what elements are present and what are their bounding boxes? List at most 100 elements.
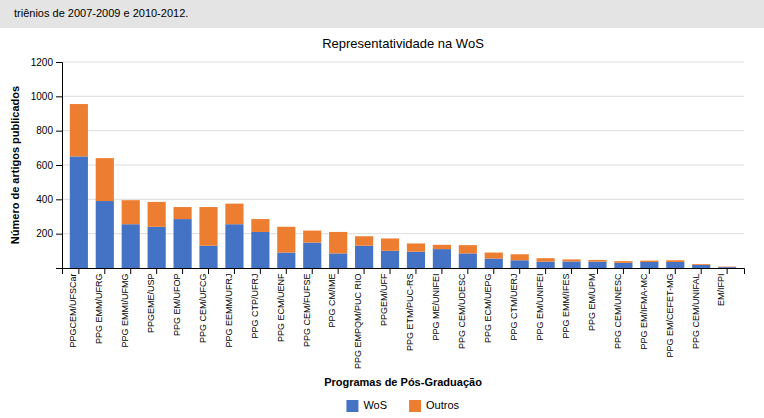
tick-mark [415,268,416,274]
tick: PPG CEM/UDESC [457,268,468,349]
tick-label: PPGEME/USP [146,273,156,333]
tick-label: PPG EM/IFMA-MC [639,273,649,349]
tick: EM/IFPI [716,268,727,306]
tick-label: PPG EMMI/UFMG [120,273,130,347]
bar [537,262,555,268]
tick: PPG EMM/IFES [561,268,572,338]
tick-mark [286,268,287,274]
tick-mark [260,268,261,274]
bar [407,252,425,268]
bar [96,201,114,268]
tick: PPG EEMM/UFRJ [224,268,235,347]
tick-label: PPG EEMM/UFRJ [224,273,234,347]
tick-label: PPG EM/UFOP [172,273,182,336]
bar [692,265,710,268]
tick-label: PPG CM/IME [327,273,337,327]
tick: 1000 [31,91,62,102]
tick-label: PPG EMM/IFES [561,273,571,338]
bar [433,249,451,268]
bar [174,207,192,219]
tick-label: PPG ETM/PUC-RS [405,273,415,351]
bar [640,261,658,262]
tick: PPG EM/IFMA-MC [639,268,650,349]
tick-mark [545,268,546,274]
tick-mark [519,268,520,274]
bar [303,243,321,268]
bar [225,224,243,268]
tick-label: PPG CEM/UDESC [457,273,467,349]
bar [70,104,88,156]
plot: 20040060080010001200PPGCEM/UFSCarPPG EMM… [31,57,745,369]
tick-mark [130,268,131,274]
bar [407,243,425,251]
chart: triênios de 2007-2009 e 2010-2012.Repres… [0,0,764,418]
tick: PPG EMPQM/PUC RIO [353,268,364,369]
tick-mark [234,268,235,274]
bar [148,202,166,227]
bar [122,200,140,224]
legend-item: Outros [409,399,460,412]
bar [355,246,373,268]
tick-mark [675,268,676,274]
bar [718,266,736,268]
tick-label: PPG CEM/FUFSE [302,273,312,347]
tick-label: PPG CTP/UFRJ [250,273,260,338]
legend-swatch [409,400,421,412]
bar [199,246,217,268]
tick: 600 [36,160,62,171]
x-axis-title: Programas de Pós-Graduação [324,376,482,388]
tick-mark [649,268,650,274]
tick: PPG EM/UNIFEI [535,268,546,340]
y-axis-title: Número de artigos publicados [9,86,21,244]
tick-mark [597,268,598,274]
tick: PPG CEM/FUFSE [302,268,313,347]
tick-label: PPG CTM/UERJ [509,273,519,340]
bar [148,227,166,268]
tick: PPG EM/UPM [587,268,598,331]
tick-label: PPG ECM/UENF [276,273,286,342]
bar [277,227,295,253]
bar [329,253,347,268]
tick-mark [493,268,494,274]
tick-label: PPG EM/CEFET-MG [665,273,675,357]
bar [459,245,477,253]
tick-mark [441,268,442,274]
legend: WoS Outros [346,399,459,412]
tick-mark [571,268,572,274]
subtitle: triênios de 2007-2009 e 2010-2012. [14,7,188,19]
series [70,156,736,268]
tick-label: PPG EMPQM/PUC RIO [353,273,363,369]
bar [537,258,555,261]
legend-item: WoS [346,399,387,412]
tick: PPG ME/UNIFEI [431,268,442,340]
bar [96,158,114,201]
bar [588,260,606,262]
bar [718,267,736,268]
tick-label: PPG EM/UPM [587,273,597,331]
header-band [0,0,764,28]
tick-mark [56,131,62,132]
tick-label: 200 [36,228,53,239]
tick: PPG CEM/UNIFAL [691,268,702,349]
grid-line [62,199,744,200]
legend-label: WoS [363,399,387,411]
tick-mark [78,268,79,274]
bar [511,260,529,268]
grid [62,62,744,234]
tick-label: PPG CEM/UFCG [198,273,208,343]
tick-label: PPG CEM/UNESC [613,273,623,349]
bar [588,262,606,268]
tick: PPGEME/USP [146,268,157,333]
legend-label: Outros [426,399,460,411]
tick: PPG CTP/UFRJ [250,268,261,338]
bar [459,253,477,268]
tick: PPG EMMI/UFMG [120,268,131,347]
axis-line [56,63,63,269]
tick-mark [182,268,183,274]
tick: PPG ECM/UEPG [483,268,494,343]
tick-mark [467,268,468,274]
tick-mark [104,268,105,274]
bar [381,251,399,268]
tick-label: 1200 [31,57,54,68]
bar [174,219,192,268]
